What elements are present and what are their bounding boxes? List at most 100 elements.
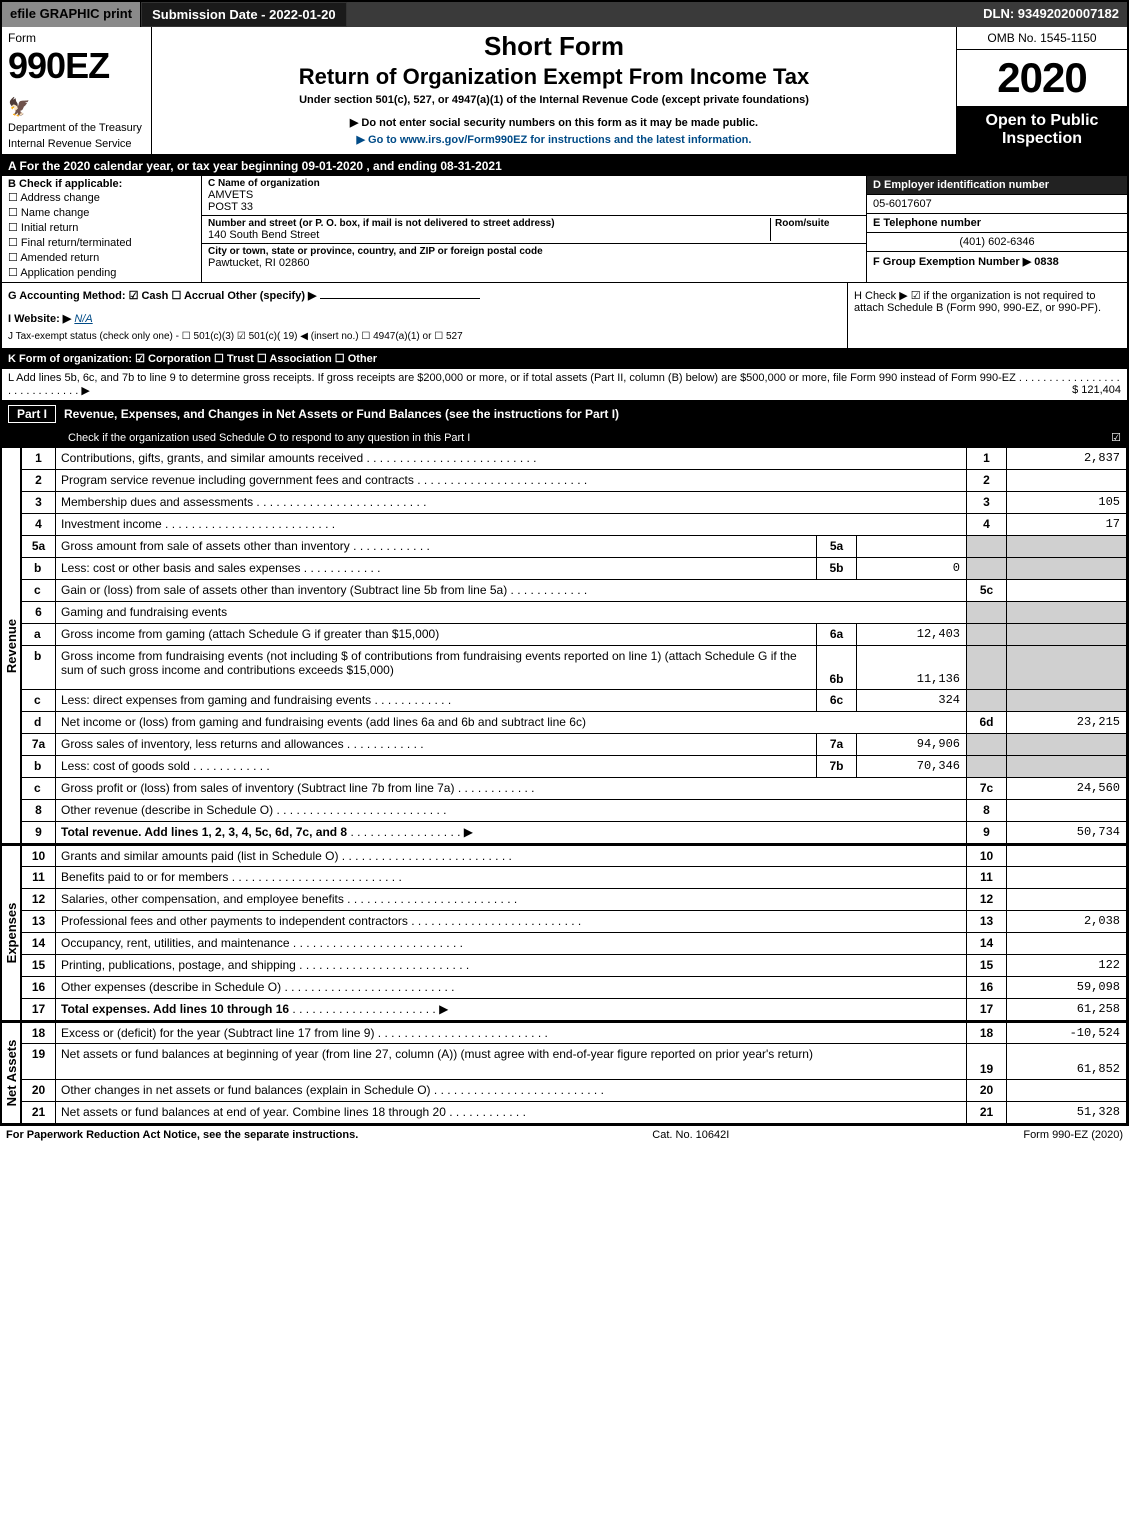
ln5b-shade2 [1007, 558, 1127, 580]
efile-print-button[interactable]: efile GRAPHIC print [2, 2, 141, 27]
ln13-desc: Professional fees and other payments to … [56, 911, 967, 933]
footer-right: Form 990-EZ (2020) [1023, 1129, 1123, 1141]
ln21-rn: 21 [967, 1102, 1007, 1124]
tax-year: 2020 [957, 50, 1127, 106]
cb-amended-return[interactable]: Amended return [8, 250, 195, 265]
ln12-desc: Salaries, other compensation, and employ… [56, 889, 967, 911]
ln5c-no: c [22, 580, 56, 602]
ln5a-shade2 [1007, 536, 1127, 558]
ln6c-shade1 [967, 690, 1007, 712]
ln6b-no: b [22, 646, 56, 690]
g-h-row: G Accounting Method: ☑ Cash ☐ Accrual Ot… [2, 283, 1127, 349]
ln2-rn: 2 [967, 470, 1007, 492]
ein-value: 05-6017607 [867, 195, 1127, 214]
subtitle: Under section 501(c), 527, or 4947(a)(1)… [160, 94, 948, 106]
l-text: L Add lines 5b, 6c, and 7b to line 9 to … [8, 372, 1120, 397]
l-gross-receipts: L Add lines 5b, 6c, and 7b to line 9 to … [2, 369, 1127, 401]
cb-name-change[interactable]: Name change [8, 205, 195, 220]
name-address-column: C Name of organization AMVETS POST 33 Nu… [202, 176, 867, 282]
ln5b-mn: 5b [817, 558, 857, 580]
ln9-no: 9 [22, 822, 56, 844]
check-if-applicable: B Check if applicable: Address change Na… [2, 176, 202, 282]
ln2-no: 2 [22, 470, 56, 492]
ln11-rn: 11 [967, 867, 1007, 889]
page-footer: For Paperwork Reduction Act Notice, see … [0, 1126, 1129, 1144]
ln2-val [1007, 470, 1127, 492]
ln6a-shade2 [1007, 624, 1127, 646]
ln8-desc: Other revenue (describe in Schedule O) [56, 800, 967, 822]
ln7b-mn: 7b [817, 756, 857, 778]
c-label: C Name of organization [208, 178, 860, 189]
ln6-shade2 [1007, 602, 1127, 624]
form-header: Form 990EZ 🦅 Department of the Treasury … [2, 27, 1127, 156]
ln6b-desc: Gross income from fundraising events (no… [56, 646, 817, 690]
cb-address-change[interactable]: Address change [8, 190, 195, 205]
ln8-val [1007, 800, 1127, 822]
checkcol-head: B Check if applicable: [8, 178, 122, 190]
ln6a-desc: Gross income from gaming (attach Schedul… [56, 624, 817, 646]
ln20-no: 20 [22, 1080, 56, 1102]
ln12-rn: 12 [967, 889, 1007, 911]
ln7c-desc: Gross profit or (loss) from sales of inv… [56, 778, 967, 800]
ln11-desc: Benefits paid to or for members [56, 867, 967, 889]
ln1-rn: 1 [967, 448, 1007, 470]
netassets-vlabel: Net Assets [4, 1040, 19, 1107]
ln6a-mn: 6a [817, 624, 857, 646]
h-schedule-b-check: H Check ▶ ☑ if the organization is not r… [847, 283, 1127, 348]
addr-label: Number and street (or P. O. box, if mail… [208, 218, 770, 229]
d-label: D Employer identification number [867, 176, 1127, 195]
entity-info-block: B Check if applicable: Address change Na… [2, 176, 1127, 283]
footer-left: For Paperwork Reduction Act Notice, see … [6, 1129, 358, 1141]
city-label: City or town, state or province, country… [208, 246, 860, 257]
phone-value: (401) 602-6346 [867, 233, 1127, 252]
ln21-no: 21 [22, 1102, 56, 1124]
ln1-desc: Contributions, gifts, grants, and simila… [56, 448, 967, 470]
ln6d-no: d [22, 712, 56, 734]
ln7a-mn: 7a [817, 734, 857, 756]
ssn-note: ▶ Do not enter social security numbers o… [160, 116, 948, 129]
ln5b-shade1 [967, 558, 1007, 580]
f-label: F Group Exemption Number ▶ 0838 [867, 252, 1127, 271]
ln7a-shade1 [967, 734, 1007, 756]
expenses-vlabel: Expenses [4, 903, 19, 964]
ln9-val: 50,734 [1007, 822, 1127, 844]
ln5c-desc: Gain or (loss) from sale of assets other… [56, 580, 967, 602]
ln8-rn: 8 [967, 800, 1007, 822]
ln19-desc: Net assets or fund balances at beginning… [56, 1044, 967, 1080]
return-title: Return of Organization Exempt From Incom… [160, 64, 948, 90]
ln7b-shade1 [967, 756, 1007, 778]
ln6c-mv: 324 [857, 690, 967, 712]
ln12-val [1007, 889, 1127, 911]
website-link[interactable]: N/A [74, 313, 92, 325]
ln10-desc: Grants and similar amounts paid (list in… [56, 844, 967, 867]
ln16-desc: Other expenses (describe in Schedule O) [56, 977, 967, 999]
ln7a-desc: Gross sales of inventory, less returns a… [56, 734, 817, 756]
room-label: Room/suite [775, 218, 860, 229]
ln6-shade1 [967, 602, 1007, 624]
ln4-val: 17 [1007, 514, 1127, 536]
ln12-no: 12 [22, 889, 56, 911]
ln5a-mv [857, 536, 967, 558]
goto-link[interactable]: ▶ Go to www.irs.gov/Form990EZ for instru… [160, 133, 948, 146]
org-name: AMVETS [208, 189, 860, 201]
open-to-public-badge: Open to Public Inspection [957, 106, 1127, 154]
cb-initial-return[interactable]: Initial return [8, 220, 195, 235]
ln5b-desc: Less: cost or other basis and sales expe… [56, 558, 817, 580]
ln2-desc: Program service revenue including govern… [56, 470, 967, 492]
cb-application-pending[interactable]: Application pending [8, 265, 195, 280]
ln6b-mn: 6b [817, 646, 857, 690]
revenue-vlabel: Revenue [4, 618, 19, 672]
ln19-no: 19 [22, 1044, 56, 1080]
ln7a-mv: 94,906 [857, 734, 967, 756]
ln3-val: 105 [1007, 492, 1127, 514]
ln15-rn: 15 [967, 955, 1007, 977]
ln20-rn: 20 [967, 1080, 1007, 1102]
ln21-val: 51,328 [1007, 1102, 1127, 1124]
ln6-desc: Gaming and fundraising events [56, 602, 967, 624]
form-word: Form [8, 31, 145, 45]
j-tax-exempt-status: J Tax-exempt status (check only one) - ☐… [8, 331, 841, 342]
cb-final-return[interactable]: Final return/terminated [8, 235, 195, 250]
part1-grid: Revenue 1 Contributions, gifts, grants, … [2, 448, 1127, 1124]
ln16-no: 16 [22, 977, 56, 999]
ln5c-rn: 5c [967, 580, 1007, 602]
